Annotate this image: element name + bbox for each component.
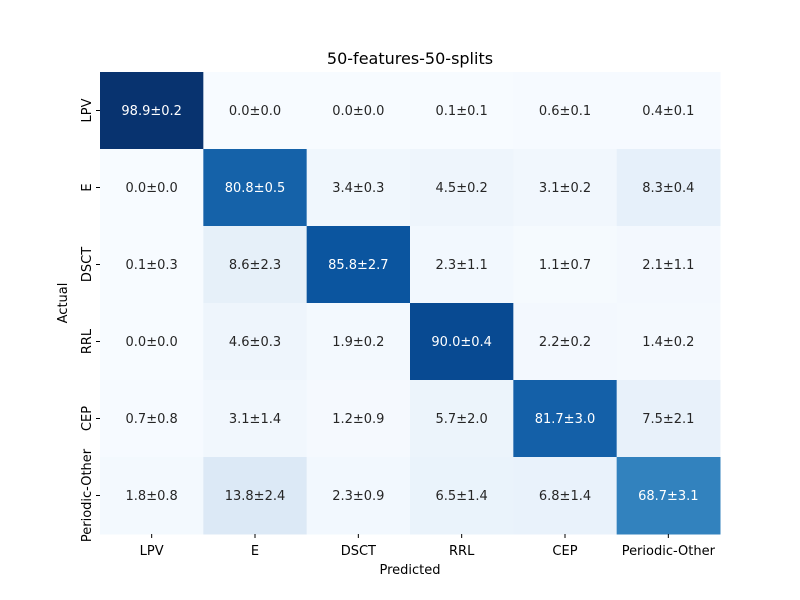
- heatmap-cell: [616, 380, 721, 458]
- cell-value-label: 0.6±0.1: [539, 104, 591, 119]
- cell-value-label: 4.6±0.3: [229, 335, 281, 350]
- heatmap-cell: [203, 72, 308, 150]
- heatmap-cell: [616, 457, 721, 535]
- y-tick-label: DSCT: [80, 247, 95, 282]
- heatmap-cell: [410, 303, 514, 381]
- heatmap-cell: [203, 149, 308, 227]
- cell-value-label: 7.5±2.1: [642, 412, 694, 427]
- cell-value-label: 0.0±0.0: [126, 335, 178, 350]
- heatmap-cell: [616, 149, 721, 227]
- heatmap-cell: [513, 149, 618, 227]
- cell-value-label: 85.8±2.7: [328, 258, 389, 273]
- x-tick-label: Periodic-Other: [622, 544, 716, 559]
- heatmap-cell: [513, 380, 618, 458]
- y-axis-ticks: LPV E DSCT RRL CEP Periodic-Other: [80, 98, 100, 542]
- heatmap-cell: [410, 72, 514, 150]
- heatmap-cell: [306, 149, 411, 227]
- cell-value-label: 1.9±0.2: [332, 335, 384, 350]
- heatmap-cell: [100, 457, 204, 535]
- heatmap-cell: [513, 226, 618, 304]
- cell-value-label: 2.3±1.1: [436, 258, 488, 273]
- heatmap-cell: [410, 226, 514, 304]
- x-axis-ticks: LPV E DSCT RRL CEP Periodic-Other: [140, 534, 716, 559]
- cell-value-label: 13.8±2.4: [225, 489, 286, 504]
- x-tick-label: DSCT: [341, 544, 376, 559]
- heatmap-cell: [306, 72, 411, 150]
- heatmap-cell: [410, 149, 514, 227]
- cell-value-label: 0.0±0.0: [126, 181, 178, 196]
- cell-value-label: 4.5±0.2: [436, 181, 488, 196]
- heatmap-cell: [203, 457, 308, 535]
- cell-value-label: 1.8±0.8: [126, 489, 178, 504]
- cell-value-label: 8.3±0.4: [642, 181, 694, 196]
- heatmap-cell: [306, 380, 411, 458]
- y-axis-label: Actual: [56, 283, 71, 324]
- cell-value-label: 90.0±0.4: [431, 335, 492, 350]
- cell-value-label: 0.4±0.1: [642, 104, 694, 119]
- cell-value-label: 1.1±0.7: [539, 258, 591, 273]
- x-tick-label: RRL: [449, 544, 475, 559]
- cell-value-label: 0.1±0.3: [126, 258, 178, 273]
- cell-value-label: 98.9±0.2: [121, 104, 182, 119]
- heatmap-cell: [100, 303, 204, 381]
- cell-value-label: 3.1±0.2: [539, 181, 591, 196]
- cell-value-label: 8.6±2.3: [229, 258, 281, 273]
- heatmap-cell: [616, 303, 721, 381]
- heatmap-cell: [306, 226, 411, 304]
- heatmap-cell: [616, 72, 721, 150]
- cell-value-label: 3.4±0.3: [332, 181, 384, 196]
- cell-value-label: 0.1±0.1: [436, 104, 488, 119]
- cell-value-label: 0.0±0.0: [332, 104, 384, 119]
- y-tick-label: CEP: [80, 406, 95, 431]
- x-tick-label: E: [251, 544, 259, 559]
- cell-value-label: 1.4±0.2: [642, 335, 694, 350]
- y-tick-label: E: [80, 183, 95, 191]
- y-tick-label: Periodic-Other: [80, 448, 95, 542]
- chart-title: 50-features-50-splits: [327, 49, 493, 68]
- cell-value-label: 3.1±1.4: [229, 412, 281, 427]
- heatmap-cell: [100, 226, 204, 304]
- cell-value-label: 2.2±0.2: [539, 335, 591, 350]
- cell-value-label: 6.5±1.4: [436, 489, 488, 504]
- heatmap-cell: [616, 226, 721, 304]
- heatmap-cell: [203, 303, 308, 381]
- cell-value-label: 80.8±0.5: [225, 181, 286, 196]
- cell-value-label: 68.7±3.1: [638, 489, 699, 504]
- cell-value-label: 2.1±1.1: [642, 258, 694, 273]
- x-tick-label: CEP: [552, 544, 577, 559]
- heatmap-cell: [100, 72, 204, 150]
- x-tick-label: LPV: [140, 544, 164, 559]
- heatmap-cell: [100, 380, 204, 458]
- heatmap-cell: [410, 457, 514, 535]
- y-tick-label: LPV: [80, 98, 95, 122]
- heatmap-cell: [513, 303, 618, 381]
- heatmap-cells: 98.9±0.2 0.0±0.0 0.0±0.0 0.1±0.1 0.6±0.1 0.4±…: [100, 72, 721, 535]
- cell-value-label: 1.2±0.9: [332, 412, 384, 427]
- heatmap-cell: [410, 380, 514, 458]
- heatmap-cell: [513, 72, 618, 150]
- heatmap-cell: [306, 457, 411, 535]
- cell-value-label: 0.0±0.0: [229, 104, 281, 119]
- y-tick-label: RRL: [80, 328, 95, 354]
- heatmap-cell: [100, 149, 204, 227]
- cell-value-label: 5.7±2.0: [436, 412, 488, 427]
- cell-value-label: 2.3±0.9: [332, 489, 384, 504]
- cell-value-label: 81.7±3.0: [535, 412, 596, 427]
- heatmap-cell: [203, 226, 308, 304]
- x-axis-label: Predicted: [379, 563, 440, 578]
- heatmap-cell: [203, 380, 308, 458]
- cell-value-label: 0.7±0.8: [126, 412, 178, 427]
- heatmap-cell: [306, 303, 411, 381]
- cell-value-label: 6.8±1.4: [539, 489, 591, 504]
- heatmap-cell: [513, 457, 618, 535]
